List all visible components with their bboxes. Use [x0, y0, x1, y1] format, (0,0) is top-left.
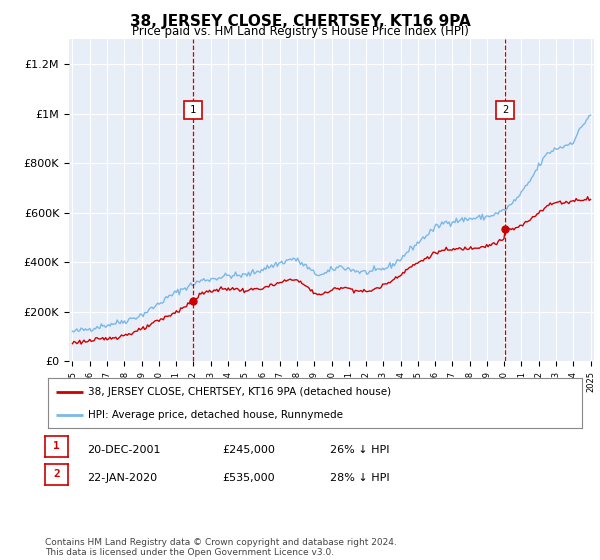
Text: £245,000: £245,000	[222, 445, 275, 455]
Text: 20-DEC-2001: 20-DEC-2001	[87, 445, 161, 455]
Text: 38, JERSEY CLOSE, CHERTSEY, KT16 9PA: 38, JERSEY CLOSE, CHERTSEY, KT16 9PA	[130, 14, 470, 29]
Text: 2: 2	[502, 105, 508, 115]
Text: Price paid vs. HM Land Registry's House Price Index (HPI): Price paid vs. HM Land Registry's House …	[131, 25, 469, 38]
Text: 1: 1	[53, 441, 60, 451]
Text: 1: 1	[190, 105, 196, 115]
Text: 28% ↓ HPI: 28% ↓ HPI	[330, 473, 389, 483]
Text: Contains HM Land Registry data © Crown copyright and database right 2024.
This d: Contains HM Land Registry data © Crown c…	[45, 538, 397, 557]
Text: £535,000: £535,000	[222, 473, 275, 483]
Text: 2: 2	[53, 469, 60, 479]
Text: 26% ↓ HPI: 26% ↓ HPI	[330, 445, 389, 455]
Text: 38, JERSEY CLOSE, CHERTSEY, KT16 9PA (detached house): 38, JERSEY CLOSE, CHERTSEY, KT16 9PA (de…	[88, 386, 391, 396]
Text: 22-JAN-2020: 22-JAN-2020	[87, 473, 157, 483]
Text: HPI: Average price, detached house, Runnymede: HPI: Average price, detached house, Runn…	[88, 410, 343, 420]
